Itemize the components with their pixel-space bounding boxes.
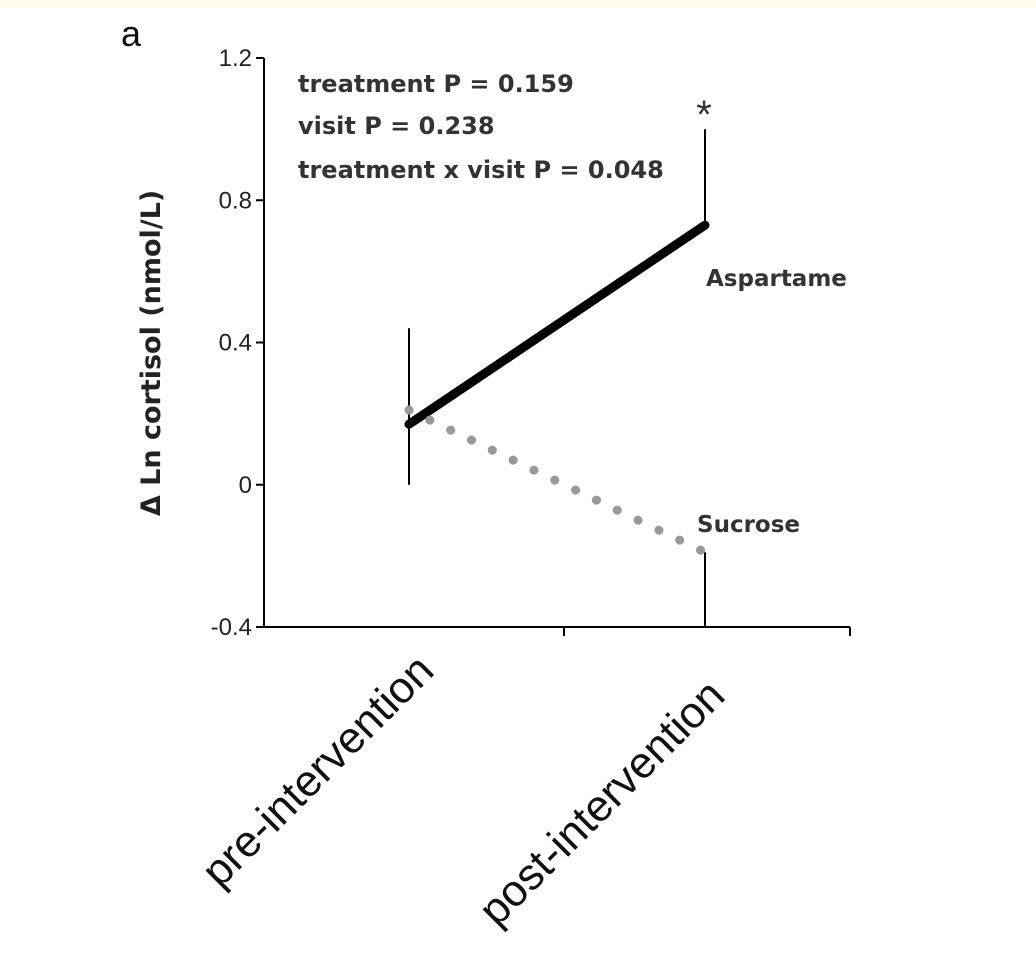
- x-category-label: pre-intervention: [192, 645, 443, 896]
- significance-marker: *: [696, 93, 712, 137]
- series-line-sucrose: [404, 405, 710, 557]
- stat-visit: visit P = 0.238: [298, 112, 495, 140]
- series-label-sucrose: Sucrose: [697, 512, 800, 538]
- series-line-aspartame: [404, 220, 710, 429]
- x-category-label: post-intervention: [469, 670, 734, 935]
- stat-treatment: treatment P = 0.159: [298, 70, 574, 98]
- figure-panel: -0.4 0 0.4 0.8 1.2 a Δ Ln cortisol (nmol/L) …: [0, 8, 1036, 978]
- x-category-labels: pre-intervention post-intervention: [192, 645, 734, 935]
- y-tick-label: -0.4: [211, 614, 252, 641]
- y-tick-label: 0: [239, 472, 252, 499]
- axes: [263, 58, 850, 628]
- y-tick-label: 0.4: [219, 330, 252, 357]
- panel-label: a: [121, 13, 142, 54]
- cortisol-line-chart: -0.400.40.81.2 a Δ Ln cortisol (nmol/L) …: [121, 13, 851, 935]
- series-label-aspartame: Aspartame: [706, 266, 847, 292]
- error-bars: [408, 129, 706, 627]
- y-tick-label: 0.8: [219, 187, 252, 214]
- series-lines: [404, 220, 710, 557]
- y-axis-label: Δ Ln cortisol (nmol/L): [136, 190, 167, 516]
- y-tick-label: 1.2: [219, 45, 252, 72]
- x-ticks: [563, 627, 851, 636]
- y-ticks: -0.4 0 0.4 0.8 1.2: [211, 45, 264, 641]
- stat-interaction: treatment x visit P = 0.048: [298, 156, 664, 184]
